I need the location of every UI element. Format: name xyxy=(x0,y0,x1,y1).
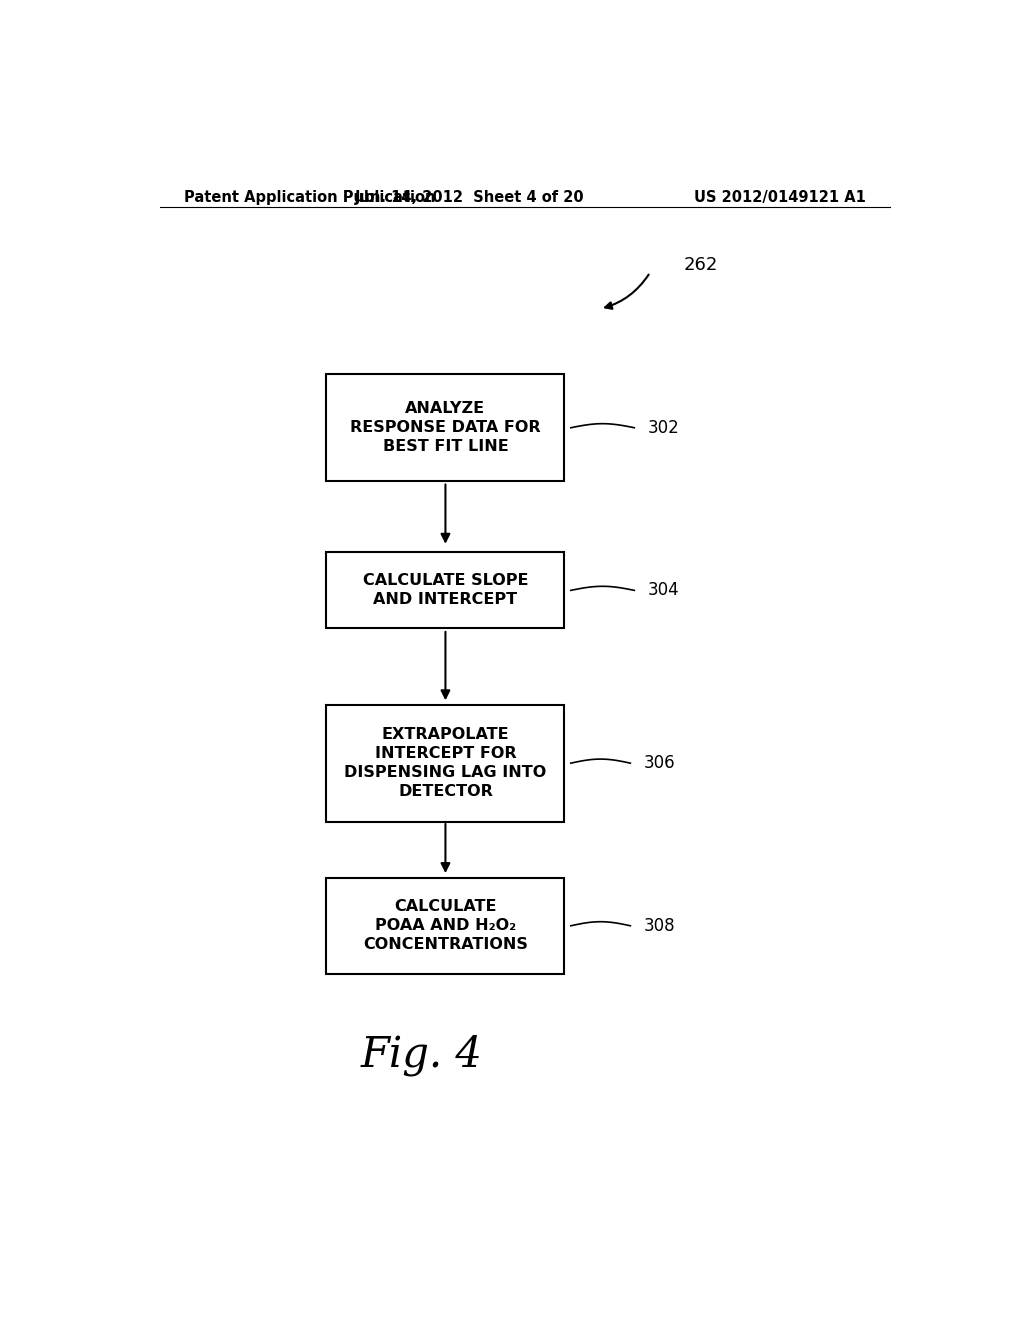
Text: 304: 304 xyxy=(648,581,680,599)
FancyBboxPatch shape xyxy=(327,705,564,821)
Text: 302: 302 xyxy=(648,418,680,437)
FancyBboxPatch shape xyxy=(327,878,564,974)
Text: 306: 306 xyxy=(644,754,676,772)
Text: ANALYZE
RESPONSE DATA FOR
BEST FIT LINE: ANALYZE RESPONSE DATA FOR BEST FIT LINE xyxy=(350,401,541,454)
Text: CALCULATE SLOPE
AND INTERCEPT: CALCULATE SLOPE AND INTERCEPT xyxy=(362,573,528,607)
Text: US 2012/0149121 A1: US 2012/0149121 A1 xyxy=(694,190,866,205)
FancyBboxPatch shape xyxy=(327,552,564,628)
Text: Jun. 14, 2012  Sheet 4 of 20: Jun. 14, 2012 Sheet 4 of 20 xyxy=(354,190,584,205)
Text: EXTRAPOLATE
INTERCEPT FOR
DISPENSING LAG INTO
DETECTOR: EXTRAPOLATE INTERCEPT FOR DISPENSING LAG… xyxy=(344,727,547,800)
Text: 308: 308 xyxy=(644,917,676,935)
Text: 262: 262 xyxy=(684,256,718,275)
Text: Fig. 4: Fig. 4 xyxy=(360,1034,482,1076)
FancyBboxPatch shape xyxy=(327,375,564,480)
Text: CALCULATE
POAA AND H₂O₂
CONCENTRATIONS: CALCULATE POAA AND H₂O₂ CONCENTRATIONS xyxy=(362,899,528,953)
Text: Patent Application Publication: Patent Application Publication xyxy=(183,190,435,205)
